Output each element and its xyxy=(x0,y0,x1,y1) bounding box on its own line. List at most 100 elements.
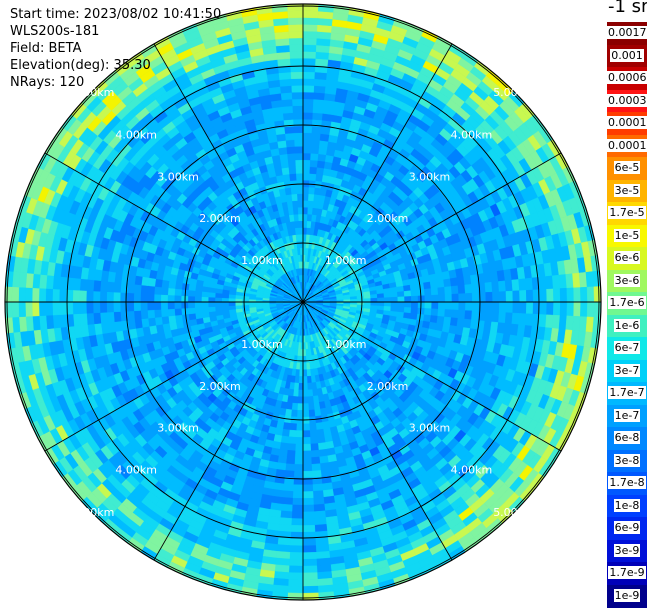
ppi-range-gate xyxy=(298,200,303,207)
ppi-range-gate xyxy=(154,294,161,302)
ppi-range-gate xyxy=(195,291,202,297)
ppi-range-gate xyxy=(371,302,378,306)
ppi-range-gate xyxy=(279,449,288,457)
ppi-range-gate xyxy=(154,309,161,317)
ppi-range-gate xyxy=(300,241,303,248)
ppi-range-gate xyxy=(314,409,321,416)
ppi-range-gate xyxy=(289,566,303,573)
ppi-range-gate xyxy=(513,291,520,302)
ppi-range-gate xyxy=(275,31,290,39)
ppi-range-gate xyxy=(459,293,466,302)
ppi-range-gate xyxy=(291,518,303,525)
ppi-range-gate xyxy=(443,317,451,325)
ppi-range-gate xyxy=(432,302,439,309)
ppi-range-gate xyxy=(32,288,39,302)
ppi-range-gate xyxy=(80,313,88,325)
ppi-range-gate xyxy=(80,279,88,291)
ppi-range-gate xyxy=(202,312,209,318)
ppi-range-gate xyxy=(280,442,288,450)
ppi-range-gate xyxy=(290,539,303,546)
ppi-range-gate xyxy=(279,72,291,80)
ppi-range-gate xyxy=(377,298,384,302)
ppi-range-gate xyxy=(288,160,296,167)
ppi-range-gate xyxy=(371,298,378,302)
ppi-range-gate xyxy=(292,92,303,99)
ppi-range-gate xyxy=(285,464,294,471)
ppi-range-gate xyxy=(168,281,176,289)
ppi-range-gate xyxy=(296,234,300,241)
ppi-range-gate xyxy=(311,140,320,147)
ppi-range-gate xyxy=(201,297,208,302)
ppi-range-gate xyxy=(452,294,459,302)
ppi-range-gate xyxy=(134,293,141,302)
ppi-range-gate xyxy=(432,295,439,302)
ppi-range-gate xyxy=(168,315,176,323)
ppi-range-gate xyxy=(215,302,222,307)
ppi-range-gate xyxy=(229,306,236,310)
ppi-range-gate xyxy=(288,208,294,215)
ppi-range-gate xyxy=(303,167,310,174)
ppi-range-gate xyxy=(202,307,209,313)
ppi-range-gate xyxy=(566,316,574,331)
ppi-range-gate xyxy=(319,147,328,155)
ppi-range-gate xyxy=(134,302,141,311)
ppi-range-gate xyxy=(290,423,297,430)
ppi-range-gate xyxy=(292,99,303,106)
ppi-range-gate xyxy=(281,504,292,512)
ppi-range-gate xyxy=(364,295,371,299)
ppi-range-gate xyxy=(526,290,533,302)
ppi-range-gate xyxy=(540,302,547,315)
ppi-range-gate xyxy=(155,279,163,287)
ppi-range-gate xyxy=(161,287,168,295)
ppi-range-gate xyxy=(298,207,303,214)
ppi-range-gate xyxy=(298,383,303,390)
ppi-range-gate xyxy=(307,369,311,376)
ppi-range-gate xyxy=(567,302,574,316)
ppi-range-gate xyxy=(308,390,313,397)
ppi-range-gate xyxy=(299,363,303,370)
ppi-range-gate xyxy=(127,311,134,321)
ppi-range-gate xyxy=(282,491,293,499)
ppi-range-gate xyxy=(168,302,175,309)
ppi-range-gate xyxy=(505,313,513,324)
ppi-range-gate xyxy=(309,173,316,180)
ppi-range-gate xyxy=(318,18,333,26)
ppi-range-gate xyxy=(73,278,81,290)
ppi-range-gate xyxy=(295,451,303,458)
ppi-range-gate xyxy=(303,24,318,31)
ppi-range-gate xyxy=(289,31,303,38)
ppi-range-gate xyxy=(411,308,418,314)
ppi-range-gate xyxy=(283,174,290,182)
ppi-range-gate xyxy=(445,294,452,302)
ppi-range-gate xyxy=(499,302,506,313)
ppi-range-gate xyxy=(100,281,108,292)
ppi-range-gate xyxy=(306,356,310,363)
ppi-range-gate xyxy=(450,278,458,287)
ppi-range-gate xyxy=(46,302,53,315)
ppi-range-gate xyxy=(291,72,303,79)
ppi-range-gate xyxy=(318,578,333,586)
ppi-range-gate xyxy=(80,302,87,314)
ppi-range-gate xyxy=(471,284,478,294)
ppi-range-gate xyxy=(316,422,323,430)
ppi-range-gate xyxy=(291,79,303,86)
ppi-range-gate xyxy=(313,491,324,499)
ppi-range-gate xyxy=(315,59,328,67)
ppi-range-gate xyxy=(107,281,115,292)
ppi-range-gate xyxy=(296,167,303,174)
ppi-range-gate xyxy=(320,134,330,142)
ppi-range-gate xyxy=(273,578,288,586)
ppi-range-gate xyxy=(316,558,330,566)
ppi-range-gate xyxy=(278,59,291,67)
ppi-range-gate xyxy=(438,287,445,295)
ppi-range-gate xyxy=(291,187,297,194)
ppi-range-gate xyxy=(313,106,324,114)
ppi-range-gate xyxy=(277,463,287,471)
ppi-range-gate xyxy=(287,450,295,457)
ppi-range-gate xyxy=(39,274,47,288)
ppi-range-gate xyxy=(316,167,324,175)
ppi-range-gate xyxy=(471,311,478,321)
ppi-range-gate xyxy=(286,457,295,464)
ppi-range-gate xyxy=(498,312,506,323)
